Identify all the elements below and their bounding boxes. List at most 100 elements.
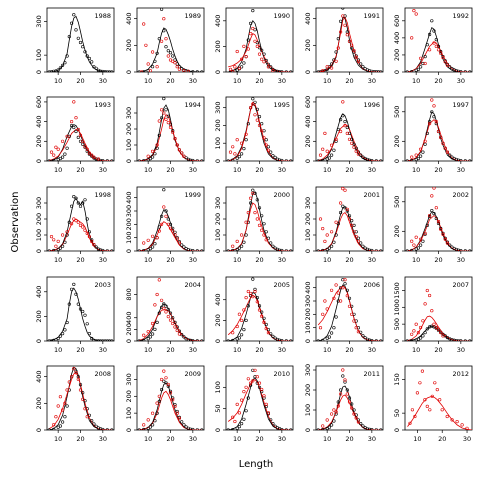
x-tick-label: 20 [255,346,263,354]
data-point-red [155,292,159,297]
series-line-red [228,33,291,72]
data-point-red [347,137,352,141]
plot-area [47,13,114,72]
y-tick-label: 0 [393,428,401,432]
data-point-black [94,66,98,70]
data-point-black [105,249,109,251]
data-point-black [92,65,96,69]
data-point-black [264,138,268,142]
x-tick-label: 30 [368,435,376,443]
data-point-red [408,421,412,425]
data-point-black [273,246,277,250]
data-point-red [69,222,74,226]
data-point-black [151,423,155,427]
data-point-red [56,239,60,243]
plot-area [226,277,293,341]
data-point-red [155,65,159,69]
data-point-black [137,249,141,251]
data-point-red [96,157,100,161]
data-point-black [110,339,114,341]
y-tick-label: 200 [35,135,43,147]
data-point-black [237,425,241,429]
data-point-red [410,36,414,40]
data-point-red [336,291,340,295]
data-point-black [262,316,266,320]
x-tick-label: 10 [54,77,62,85]
data-point-red [330,288,334,292]
y-tick-label: 300 [304,197,312,209]
data-point-black [200,249,204,251]
data-point-black [350,304,354,308]
data-point-red [350,43,354,47]
data-point-black [368,69,372,72]
data-point-black [361,244,365,248]
x-tick-label: 10 [144,435,152,443]
data-point-red [249,291,253,296]
y-tick-label: 0 [125,339,133,343]
data-point-black [171,316,175,320]
data-point-black [271,334,275,339]
data-point-black [352,50,356,54]
panel-frame [404,365,473,431]
y-tick-label: 200 [125,218,133,230]
data-point-black [191,339,195,341]
panel-1993: 1993 10 20 30 0 200 400 600 [35,96,115,174]
data-point-red [350,223,354,227]
data-point-black [52,248,56,251]
data-point-red [240,233,244,237]
y-tick-label: 200 [214,40,222,52]
data-point-black [72,195,76,199]
data-point-red [350,406,354,410]
plot-area [137,97,204,161]
data-point-red [235,138,239,142]
data-point-black [423,232,427,236]
y-tick-label: 1000 [393,299,401,316]
data-point-black [175,236,179,240]
data-point-red [244,296,248,300]
x-tick-label: 10 [233,256,241,264]
data-point-black [450,338,454,341]
data-point-red [246,289,250,294]
data-point-red [237,66,241,70]
data-point-black [457,69,461,72]
panel-frame [404,7,473,73]
data-point-red [435,388,439,392]
data-point-black [58,156,63,161]
data-point-black [148,157,152,161]
x-tick-label: 30 [457,256,465,264]
data-point-red [65,134,69,138]
data-point-black [83,399,87,403]
data-point-red [345,392,349,396]
plot-area [405,187,472,251]
panel-frame [225,365,294,431]
data-point-black [67,34,71,39]
data-point-red [325,149,329,153]
data-point-red [251,295,255,299]
x-tick-label: 20 [345,77,353,85]
data-point-black [432,29,436,33]
data-point-red [443,146,447,150]
x-tick-label: 30 [99,256,107,264]
data-point-black [356,236,361,240]
data-point-black [454,339,458,341]
x-tick-label: 20 [166,346,174,354]
data-point-black [110,70,114,72]
plot-area [226,188,293,251]
data-point-red [146,62,150,66]
data-point-red [262,136,266,140]
data-point-black [74,196,78,200]
data-point-black [182,335,186,339]
data-point-red [142,241,146,245]
data-point-black [421,239,425,243]
data-point-black [343,119,347,124]
data-point-red [334,410,338,414]
data-point-red [441,55,445,60]
data-point-red [430,394,434,398]
data-point-black [83,50,87,54]
data-point-black [83,198,87,202]
data-point-black [463,159,467,161]
data-point-red [414,153,418,157]
data-point-red [177,416,181,420]
data-point-black [419,336,423,340]
